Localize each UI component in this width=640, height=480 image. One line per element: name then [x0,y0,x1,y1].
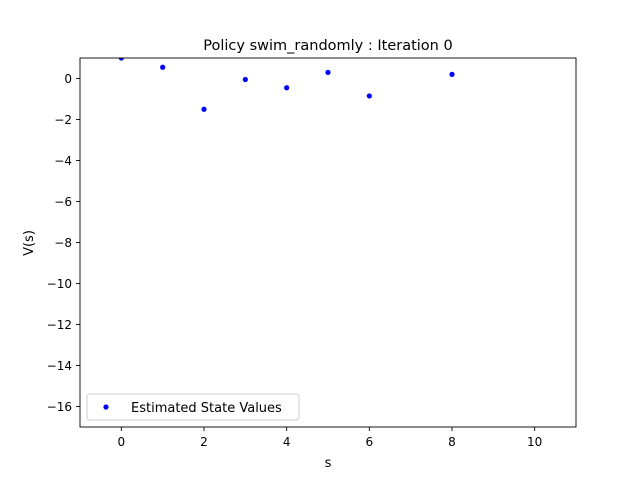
chart-title: Policy swim_randomly : Iteration 0 [203,38,452,54]
y-tick-label: −2 [54,113,72,127]
y-tick-label: −12 [47,318,72,332]
data-points [118,58,455,112]
data-point [201,106,207,112]
axes-frame [79,57,577,428]
legend-marker [103,404,109,410]
legend-label: Estimated State Values [131,401,282,416]
y-tick-label: −16 [47,400,72,414]
data-point [325,69,331,75]
y-tick-label: −14 [47,359,72,373]
y-tick-label: −10 [47,277,72,291]
y-tick-label: −4 [54,154,72,168]
y-tick-label: −8 [54,236,72,250]
data-point [160,64,166,70]
x-tick-label: 8 [448,435,456,449]
plot-area: 0 2 4 6 8 10 0 −2 −4 −6 −8 −10 −12 −14 −16 [47,57,577,449]
legend-box [86,393,300,421]
x-axis-label: s [325,456,332,471]
x-axis-ticks: 0 2 4 6 8 10 [118,427,542,449]
y-axis-ticks: 0 −2 −4 −6 −8 −10 −12 −14 −16 [47,72,80,414]
data-point [449,71,455,77]
y-tick-label: −6 [54,195,72,209]
x-tick-label: 2 [200,435,208,449]
data-point [118,58,124,61]
data-point [366,93,372,99]
legend: Estimated State Values [86,393,300,421]
y-tick-label: 0 [64,72,72,86]
y-axis-label: V(s) [22,230,37,256]
x-tick-label: 0 [118,435,126,449]
x-tick-label: 10 [527,435,542,449]
data-point [284,85,290,91]
x-tick-label: 4 [283,435,291,449]
data-point [242,76,248,83]
x-tick-label: 6 [366,435,374,449]
